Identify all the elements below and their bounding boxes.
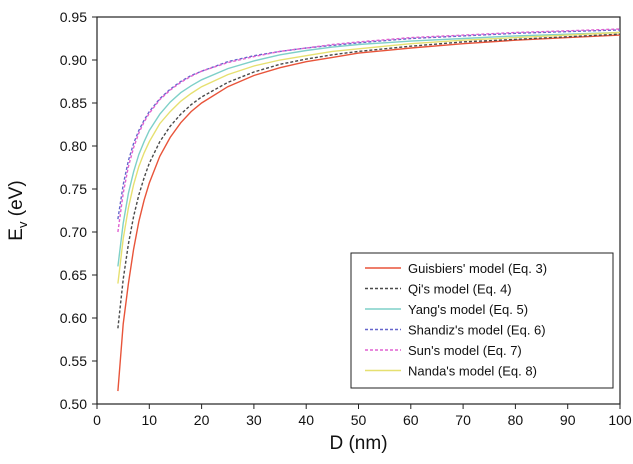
x-tick-label: 40 [298, 412, 314, 428]
y-tick-label: 0.75 [60, 181, 87, 197]
y-tick-label: 0.70 [60, 224, 87, 240]
x-tick-label: 60 [403, 412, 419, 428]
legend-box [350, 252, 614, 389]
y-tick-label: 0.80 [60, 138, 87, 154]
y-tick-label: 0.65 [60, 267, 87, 283]
x-tick-label: 10 [142, 412, 158, 428]
axes-layer: 0 10 20 30 40 50 60 70 80 90 100 0.50 0.55 0.60 0.65 0.… [60, 9, 632, 428]
y-tick-label: 0.85 [60, 95, 87, 111]
series-line-2 [117, 33, 621, 329]
series-line-1 [117, 34, 621, 392]
y-axis-title-unit: (eV) [6, 180, 27, 221]
x-tick-label: 50 [351, 412, 367, 428]
y-tick-label: 0.90 [60, 52, 87, 68]
x-tick-label: 0 [93, 412, 101, 428]
y-tick-label: 0.95 [60, 9, 87, 25]
x-tick-label: 20 [194, 412, 210, 428]
legend-label: Nanda's model (Eq. 8) [408, 364, 537, 379]
x-tick-label: 100 [608, 412, 632, 428]
legend-label: Sun's model (Eq. 7) [408, 343, 522, 358]
y-axis-title-main: E [6, 228, 27, 241]
series-line-6 [117, 31, 621, 284]
y-tick-label: 0.60 [60, 310, 87, 326]
legend-label: Guisbiers' model (Eq. 3) [408, 261, 547, 276]
y-tick-label: 0.50 [60, 396, 87, 412]
x-tick-label: 30 [246, 412, 262, 428]
legend: Guisbiers' model (Eq. 3) Qi's model (Eq. … [350, 252, 614, 389]
x-axis-title: D (nm) [329, 433, 387, 454]
series-line-5 [117, 28, 621, 233]
legend-label: Shandiz's model (Eq. 6) [408, 323, 546, 338]
x-tick-label: 90 [560, 412, 576, 428]
legend-label: Yang's model (Eq. 5) [408, 302, 528, 317]
series-layer [117, 28, 621, 392]
series-line-3 [117, 31, 621, 267]
y-tick-label: 0.55 [60, 353, 87, 369]
x-tick-label: 80 [508, 412, 524, 428]
legend-label: Qi's model (Eq. 4) [408, 282, 512, 297]
y-axis-title-subscript: v [15, 221, 30, 228]
x-tick-label: 70 [455, 412, 471, 428]
y-axis-title: Ev (eV) [6, 180, 30, 240]
